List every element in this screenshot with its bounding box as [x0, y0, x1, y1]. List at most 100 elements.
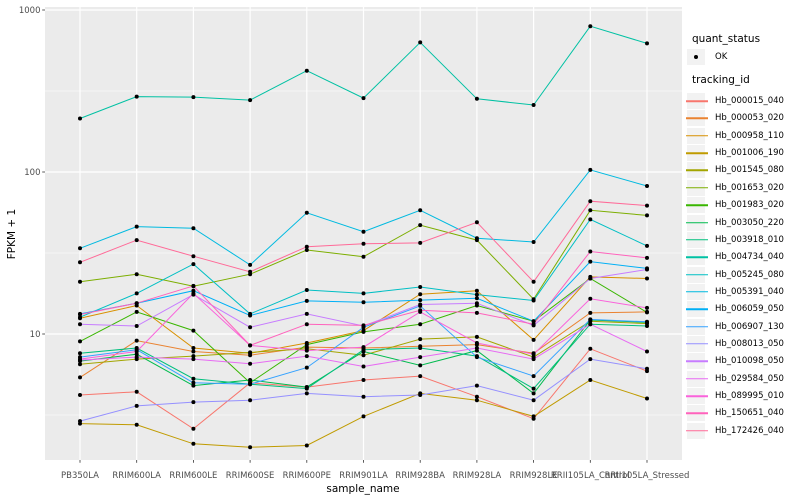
data-point [134, 389, 139, 394]
data-point [191, 346, 196, 350]
data-point [474, 341, 479, 345]
x-tick-label: RRII105LA_Stressed [605, 471, 690, 481]
data-point [418, 308, 423, 313]
data-point [361, 414, 366, 419]
data-point [248, 398, 253, 403]
legend-item-label: Hb_001006_190 [715, 148, 784, 159]
data-point [474, 394, 479, 399]
data-point [645, 213, 649, 218]
data-point [531, 240, 536, 244]
line-key-icon [686, 353, 708, 370]
data-point [361, 329, 366, 334]
line-key-icon [686, 127, 708, 144]
x-tick-label: RRIM901LA [339, 471, 388, 481]
legend-item-label: Hb_005391_040 [715, 286, 784, 297]
data-point [361, 378, 366, 382]
data-point [134, 338, 139, 343]
data-point [304, 244, 309, 249]
data-point [304, 322, 309, 327]
line-key-icon [686, 335, 708, 352]
data-point [531, 398, 536, 403]
legend-item-label: Hb_029584_050 [715, 373, 784, 384]
data-point [645, 324, 649, 328]
data-point [418, 40, 423, 45]
legend-item-label: Hb_003918_010 [715, 234, 784, 245]
data-point [588, 217, 593, 222]
line-key-icon [686, 145, 708, 162]
data-point [645, 203, 649, 208]
line-key-icon [686, 405, 708, 422]
data-point [418, 346, 423, 350]
data-point [304, 443, 309, 448]
y-tick-label: 10 [30, 330, 41, 340]
data-point [248, 262, 253, 267]
data-point [531, 103, 536, 107]
data-point [531, 386, 536, 391]
data-point [248, 378, 253, 382]
data-point [418, 208, 423, 213]
data-point [248, 382, 253, 387]
legend-item-Hb_150651_040: Hb_150651_040 [686, 404, 784, 422]
data-point [588, 167, 593, 172]
legend-item-label: Hb_005245_080 [715, 269, 784, 280]
legend-item-Hb_010098_050: Hb_010098_050 [686, 352, 784, 370]
data-point [304, 354, 309, 359]
data-point [191, 376, 196, 381]
legend-item-label: Hb_089995_010 [715, 391, 784, 401]
line-key-icon [686, 162, 708, 179]
line-key-icon [686, 179, 708, 196]
line-key-icon [686, 266, 708, 283]
data-point [474, 334, 479, 339]
data-point [304, 386, 309, 391]
legend-item-Hb_005391_040: Hb_005391_040 [686, 283, 784, 301]
data-point [645, 267, 649, 272]
x-tick-label: RRIM600SE [226, 471, 275, 481]
data-point [191, 383, 196, 388]
data-point [134, 94, 139, 99]
y-tick-label: 100 [24, 168, 40, 178]
x-tick-label: RRIM928LA [453, 471, 502, 481]
data-point [134, 272, 139, 277]
data-point [361, 364, 366, 369]
legend-item-label: Hb_001983_020 [715, 200, 784, 211]
data-point [304, 342, 309, 347]
legend-item-label: Hb_000015_040 [715, 96, 784, 106]
legend-item-Hb_006907_130: Hb_006907_130 [686, 318, 784, 336]
data-point [191, 328, 196, 333]
data-point [304, 288, 309, 292]
data-point [474, 346, 479, 350]
x-tick-label: RRIM600LA [112, 471, 161, 481]
data-point [134, 324, 139, 328]
data-point [645, 396, 649, 401]
data-point [248, 445, 253, 450]
legend-item-label: Hb_003050_220 [715, 217, 784, 228]
data-point [304, 348, 309, 353]
legend-item-Hb_089995_010: Hb_089995_010 [686, 387, 784, 405]
data-point [531, 322, 536, 327]
data-point [645, 305, 649, 310]
data-point [304, 210, 309, 215]
data-point [474, 96, 479, 101]
data-point [248, 313, 253, 318]
data-point [78, 312, 82, 317]
data-point [588, 259, 593, 264]
data-point [304, 391, 309, 396]
data-point [248, 350, 253, 355]
data-point [134, 238, 139, 243]
data-point [78, 339, 82, 344]
data-point [531, 414, 536, 419]
data-point [78, 393, 82, 397]
legend-item-Hb_000015_040: Hb_000015_040 [686, 92, 784, 110]
legend-item-label: Hb_001545_080 [715, 165, 784, 176]
legend-title-tracking-id: tracking_id [692, 74, 750, 86]
data-point [645, 310, 649, 315]
data-point [645, 255, 649, 260]
x-tick-label: RRII105LA_Control [551, 471, 630, 481]
data-point [361, 96, 366, 101]
legend-item-Hb_005245_080: Hb_005245_080 [686, 266, 784, 284]
line-key-icon [686, 283, 708, 300]
data-point [588, 378, 593, 382]
data-point [645, 41, 649, 46]
data-point [304, 311, 309, 316]
data-point [191, 254, 196, 259]
